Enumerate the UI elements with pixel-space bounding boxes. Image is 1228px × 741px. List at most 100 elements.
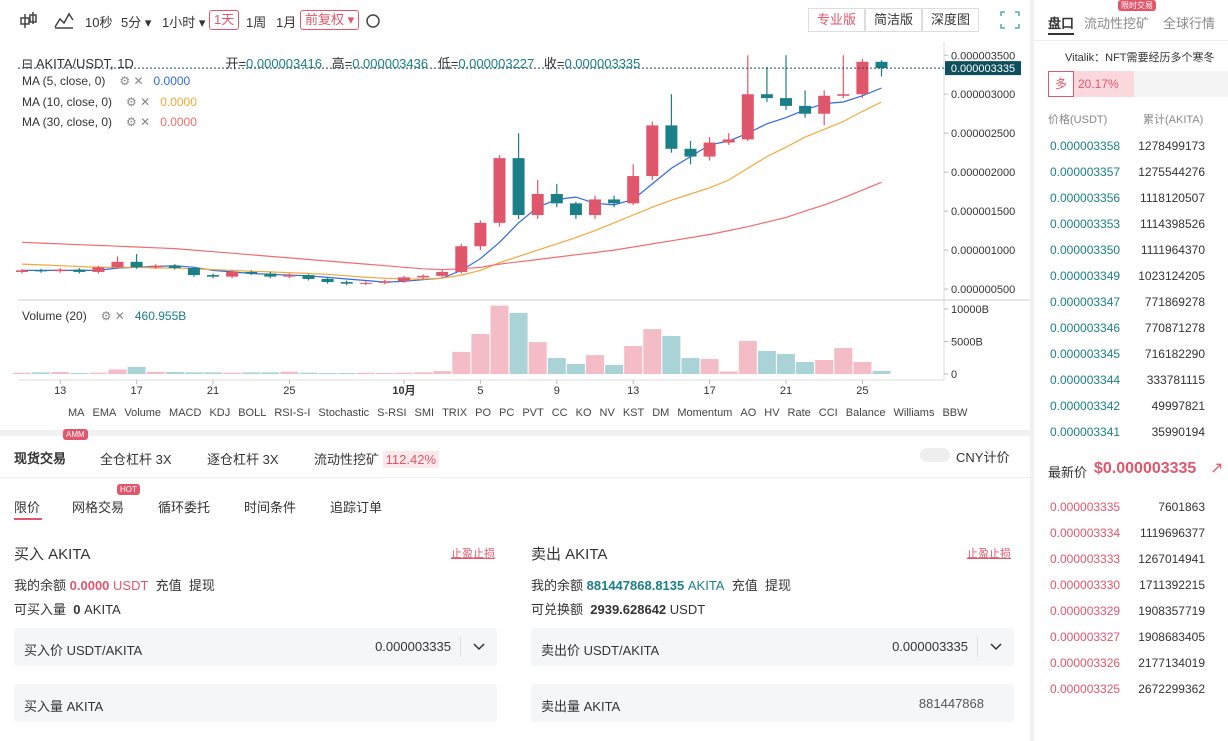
- indicator[interactable]: Stochastic: [318, 407, 370, 419]
- indicator[interactable]: Williams: [893, 407, 935, 419]
- interval-label: 5分: [121, 15, 142, 30]
- volume-tick-label: 0: [951, 369, 957, 381]
- volume-bar: [356, 372, 375, 374]
- interval[interactable]: 1月: [276, 15, 297, 30]
- indicator[interactable]: PVT: [522, 407, 544, 419]
- view-button[interactable]: 简洁版: [865, 8, 923, 32]
- indicator[interactable]: BBW: [942, 407, 968, 419]
- withdraw[interactable]: 提现: [188, 578, 215, 593]
- buy-amount-input[interactable]: 买入量 AKITA: [14, 684, 497, 722]
- sell-amount-input[interactable]: 卖出量 AKITA 881447868: [531, 684, 1014, 722]
- indicator[interactable]: Rate: [787, 407, 811, 419]
- order-type[interactable]: 网格交易: [72, 500, 125, 515]
- tpsl-link[interactable]: 止盈止损: [967, 548, 1011, 560]
- candle-body: [837, 94, 850, 96]
- fullscreen-icon[interactable]: [1000, 11, 1020, 29]
- ohlc-label: 收=: [543, 56, 565, 71]
- indicator[interactable]: Volume: [124, 407, 162, 419]
- last-price-tag: [945, 61, 1021, 76]
- unit: USDT: [669, 602, 706, 617]
- order-type[interactable]: 追踪订单: [330, 500, 383, 515]
- news[interactable]: Vitalik：NFT需要经历多个寒冬: [1065, 52, 1215, 64]
- indicator[interactable]: CCI: [818, 407, 838, 419]
- side-tab[interactable]: 盘口: [1048, 16, 1075, 31]
- indicator[interactable]: KO: [575, 407, 592, 419]
- x-tick-label: 17: [130, 385, 142, 397]
- order-type[interactable]: 时间条件: [244, 500, 297, 515]
- trade-tab[interactable]: 现货交易: [14, 451, 67, 466]
- indicator[interactable]: SMI: [414, 407, 435, 419]
- volume-bar: [146, 371, 165, 374]
- indicator[interactable]: AO: [740, 407, 757, 419]
- candle-body: [340, 282, 353, 284]
- candle-body: [111, 261, 124, 268]
- indicator[interactable]: MA: [68, 407, 85, 419]
- indicator-icon[interactable]: [54, 12, 74, 29]
- volume-bar: [337, 373, 356, 374]
- order-type[interactable]: 循环委托: [158, 500, 211, 515]
- order-type[interactable]: 限价: [14, 500, 41, 515]
- legend-icons[interactable]: ⚙ ✕: [126, 115, 151, 129]
- x-tick-label: 5: [477, 385, 483, 397]
- ma-line: [21, 101, 882, 280]
- deposit[interactable]: 充值: [155, 578, 182, 593]
- indicator[interactable]: PC: [499, 407, 515, 419]
- interval[interactable]: 5分 ▾: [121, 15, 152, 30]
- volume-bar: [204, 372, 222, 374]
- buy-price-input[interactable]: 买入价 USDT/AKITA 0.000003335: [14, 628, 497, 666]
- ohlc-value: 0.000003227: [458, 56, 535, 71]
- ohlc-label: 低=: [437, 56, 459, 71]
- interval[interactable]: 1小时 ▾: [162, 15, 206, 30]
- view-button[interactable]: 深度图: [922, 8, 980, 32]
- settings-icon[interactable]: [366, 14, 380, 28]
- candle-body: [226, 271, 239, 277]
- indicator[interactable]: RSI-S-I: [274, 407, 311, 419]
- legend-icons[interactable]: ⚙ ✕: [119, 74, 144, 88]
- indicator[interactable]: KDJ: [209, 407, 231, 419]
- indicator[interactable]: DM: [652, 407, 670, 419]
- interval-active[interactable]: 1天: [209, 10, 240, 30]
- indicator[interactable]: Momentum: [677, 407, 733, 419]
- indicator[interactable]: Balance: [845, 407, 886, 419]
- sell-price-input[interactable]: 卖出价 USDT/AKITA 0.000003335: [531, 628, 1014, 666]
- volume-bar: [433, 371, 452, 374]
- indicator[interactable]: EMA: [92, 407, 117, 419]
- trade-tab[interactable]: 逐仓杠杆 3X: [207, 452, 279, 467]
- candle-body: [73, 269, 86, 272]
- indicator[interactable]: CC: [551, 407, 568, 419]
- indicator[interactable]: HV: [764, 407, 780, 419]
- indicator[interactable]: BOLL: [238, 407, 267, 419]
- trade-tab[interactable]: 流动性挖矿 112.42%: [314, 449, 439, 468]
- side-tab[interactable]: 全球行情: [1163, 16, 1216, 31]
- indicator[interactable]: S-RSI: [377, 407, 407, 419]
- side-tab[interactable]: 流动性挖矿: [1084, 16, 1150, 31]
- indicator[interactable]: PO: [475, 407, 492, 419]
- candle-body: [741, 94, 754, 140]
- volume-bar: [32, 372, 51, 374]
- interval[interactable]: 1周: [246, 15, 267, 30]
- collapse-icon[interactable]: ⊟: [22, 56, 33, 71]
- book-total: 35990194: [1151, 425, 1205, 439]
- legend-icons[interactable]: ⚙ ✕: [100, 309, 125, 323]
- candle-body: [130, 261, 143, 268]
- adjust-button[interactable]: 前复权 ▾: [300, 10, 360, 30]
- interval[interactable]: 10秒: [85, 15, 113, 30]
- view-button[interactable]: 专业版: [808, 8, 866, 32]
- tpsl-link[interactable]: 止盈止损: [451, 548, 495, 560]
- withdraw[interactable]: 提现: [764, 578, 791, 593]
- indicator[interactable]: NV: [599, 407, 615, 419]
- candle-body: [168, 265, 181, 269]
- trade-tab[interactable]: 全仓杠杆 3X: [100, 452, 172, 467]
- candle-body: [780, 98, 792, 106]
- book-price: 0.000003346: [1050, 321, 1121, 335]
- book-price: 0.000003358: [1050, 139, 1121, 153]
- candle-icon[interactable]: [20, 12, 37, 28]
- indicator[interactable]: MACD: [169, 407, 202, 419]
- indicator[interactable]: TRIX: [442, 407, 468, 419]
- legend-icons[interactable]: ⚙ ✕: [126, 95, 151, 109]
- volume-value: 460.955B: [134, 309, 187, 323]
- toggle[interactable]: [920, 448, 950, 462]
- deposit[interactable]: 充值: [731, 578, 758, 593]
- candle-body: [703, 142, 716, 157]
- indicator[interactable]: KST: [622, 407, 645, 419]
